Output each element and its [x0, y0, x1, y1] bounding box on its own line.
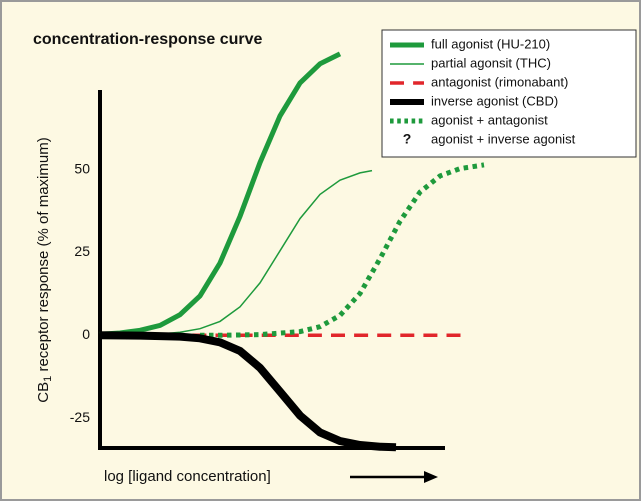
legend-label: agonist + antagonist	[431, 112, 548, 127]
y-tick-label: 0	[82, 326, 90, 342]
x-axis-label: log [ligand concentration]	[104, 468, 271, 485]
series-line	[200, 162, 485, 338]
y-label-subscript: 1	[42, 376, 54, 382]
series-line	[99, 51, 342, 337]
legend-label: partial agonsit (THC)	[431, 55, 551, 70]
legend-box	[381, 29, 637, 158]
x-arrow-head	[424, 471, 438, 483]
y-tick-label: 25	[74, 243, 90, 259]
legend-label: inverse agonist (CBD)	[431, 93, 558, 108]
y-tick-label: 50	[74, 160, 90, 176]
legend-label: agonist + inverse agonist	[431, 131, 576, 146]
chart-title: concentration-response curve	[33, 31, 263, 48]
y-label-part: receptor response (% of maximum)	[35, 137, 52, 375]
legend-label: antagonist (rimonabant)	[431, 74, 568, 89]
y-axis-label: CB1 receptor response (% of maximum)	[35, 137, 54, 402]
legend-symbol: ?	[403, 131, 412, 147]
y-tick-label: -25	[70, 409, 90, 425]
y-label-part: CB	[35, 382, 52, 403]
legend-label: full agonist (HU-210)	[431, 36, 550, 51]
series-line	[99, 331, 397, 452]
